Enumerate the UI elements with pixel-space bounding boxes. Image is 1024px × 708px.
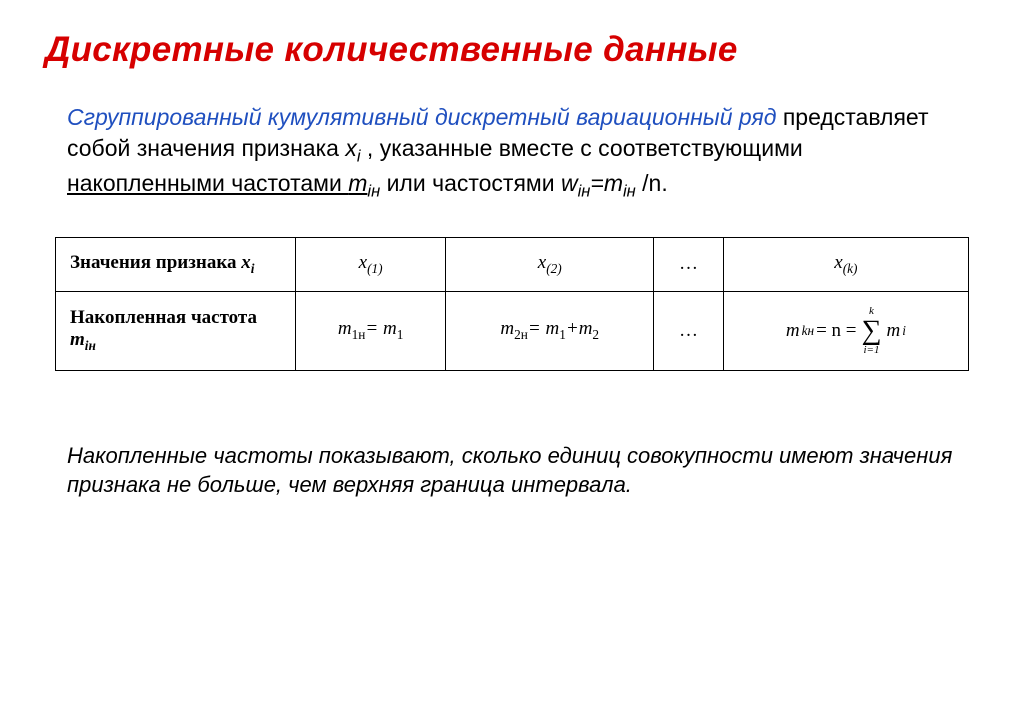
eq-m-sub: iн: [623, 182, 636, 201]
variation-table: Значения признака xi x(1) x(2) … x(k) На…: [55, 237, 969, 371]
row1-header-sub: i: [251, 261, 255, 276]
r1c1-sub: (1): [367, 261, 383, 276]
cell-r2c3: …: [654, 291, 724, 370]
page-title: Дискретные количественные данные: [45, 30, 979, 70]
sigma-body-sub: i: [902, 323, 906, 339]
row2-header-var: m: [70, 329, 85, 350]
var-m: m: [348, 170, 367, 196]
underlined-text: накопленными частотами: [67, 170, 348, 196]
sum-expression: mkн = n = k ∑ i=1 mi: [786, 306, 906, 356]
table-row: Значения признака xi x(1) x(2) … x(k): [56, 237, 969, 291]
r1c2-var: x: [538, 252, 546, 273]
r2c2-sub: 2н: [514, 327, 528, 342]
var-w: w: [561, 170, 578, 196]
r1c4-var: x: [834, 252, 842, 273]
sigma-body: m: [886, 320, 900, 342]
row1-header-var: x: [241, 252, 251, 273]
table-row: Накопленная частота miн m1н= m1 m2н= m1+…: [56, 291, 969, 370]
r2c1-sub: 1н: [352, 327, 366, 342]
r2c2-eq: = m: [528, 318, 559, 339]
r2c1-eq: = m: [365, 318, 396, 339]
row2-header-text: Накопленная частота: [70, 307, 257, 328]
footnote-paragraph: Накопленные частоты показывают, сколько …: [45, 441, 979, 500]
cell-r2c1: m1н= m1: [296, 291, 446, 370]
sigma-lower: i=1: [863, 345, 879, 356]
intro-paragraph: Сгруппированный кумулятивный дискретный …: [45, 102, 979, 203]
cell-r1c2: x(2): [446, 237, 654, 291]
sum-pre-var: m: [786, 320, 800, 342]
sum-eqn: = n =: [816, 320, 856, 342]
lead-phrase: Сгруппированный кумулятивный дискретный …: [67, 104, 776, 130]
r2c2-sub3: 2: [592, 327, 599, 342]
para-text-2: , указанные вместе с соответствующими: [361, 135, 803, 161]
row2-header-sub: iн: [85, 338, 96, 353]
var-m-sub: iн: [367, 182, 380, 201]
r2c2-m: m: [500, 318, 514, 339]
r2c1-sub2: 1: [397, 327, 404, 342]
sigma-icon: k ∑ i=1: [862, 306, 882, 356]
row2-header: Накопленная частота miн: [56, 291, 296, 370]
r2c2-plus: +m: [566, 318, 593, 339]
r2c1-m: m: [338, 318, 352, 339]
para-text-3: или частостями: [380, 170, 561, 196]
cell-r2c2: m2н= m1+m2: [446, 291, 654, 370]
sum-pre-sub: kн: [802, 323, 815, 339]
sigma-symbol: ∑: [862, 317, 882, 345]
r1c4-sub: (k): [843, 261, 858, 276]
r1c1-var: x: [359, 252, 367, 273]
r1c2-sub: (2): [546, 261, 562, 276]
cell-r2c4: mkн = n = k ∑ i=1 mi: [723, 291, 968, 370]
cell-r1c4: x(k): [723, 237, 968, 291]
cell-r1c1: x(1): [296, 237, 446, 291]
eq-m: =m: [590, 170, 623, 196]
formula-tail: /n.: [636, 170, 668, 196]
var-w-sub: iн: [578, 182, 591, 201]
underlined-term: накопленными частотами miн: [67, 170, 380, 196]
table-wrapper: Значения признака xi x(1) x(2) … x(k) На…: [45, 237, 979, 371]
row1-header-text: Значения признака: [70, 252, 241, 273]
var-x: x: [345, 135, 357, 161]
r2c2-sub2: 1: [559, 327, 566, 342]
row1-header: Значения признака xi: [56, 237, 296, 291]
cell-r1c3: …: [654, 237, 724, 291]
